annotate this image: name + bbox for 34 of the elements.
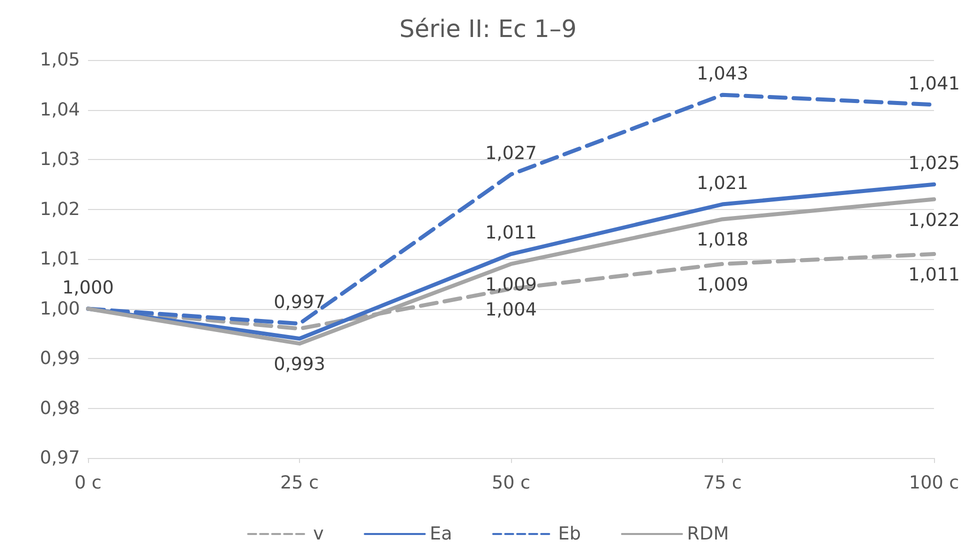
data-label: 1,025 [908,152,960,174]
legend-label: Ea [430,524,452,544]
x-tick-label: 75 c [703,472,742,494]
data-label: 0,997 [274,292,326,314]
data-label: 1,004 [485,299,537,320]
x-tick-label: 50 c [492,472,530,494]
data-label: 1,009 [485,274,537,296]
data-label: 1,011 [908,264,960,286]
legend-label: Eb [558,524,581,544]
data-label: 1,018 [696,230,748,251]
data-label: 1,009 [696,274,748,296]
y-tick-label: 0,99 [40,348,80,369]
y-tick-label: 1,05 [40,50,80,70]
legend-label: v [313,524,324,544]
y-tick-label: 0,97 [40,448,80,468]
y-tick-label: 1,03 [40,149,80,170]
x-tick-label: 25 c [280,472,319,494]
data-label: 1,027 [485,142,537,164]
data-label: 1,000 [62,277,114,298]
x-tick-label: 100 c [909,472,959,494]
y-tick-label: 1,02 [40,198,80,220]
legend-label: RDM [686,524,729,544]
y-tick-label: 0,98 [40,398,80,419]
x-tick-label: 0 c [74,472,102,494]
data-label: 1,021 [696,172,748,194]
data-label: 1,011 [485,222,537,244]
data-label: 0,993 [274,354,326,376]
data-label: 1,043 [696,63,748,84]
data-label: 1,022 [908,210,960,231]
chart-title: Série II: Ec 1–9 [399,15,577,43]
y-tick-label: 1,04 [40,99,80,120]
y-tick-label: 1,01 [40,248,80,270]
data-label: 1,041 [908,73,960,94]
y-tick-label: 1,00 [40,298,80,320]
